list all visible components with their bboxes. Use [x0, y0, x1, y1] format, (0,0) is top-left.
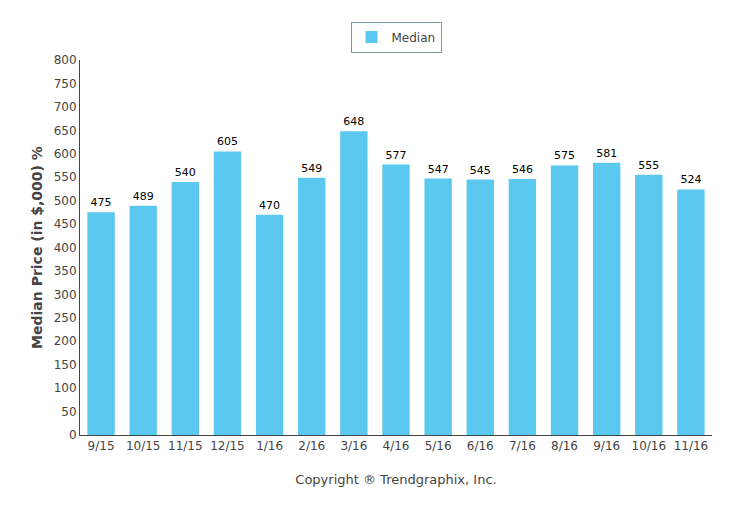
svg-text:547: 547	[428, 163, 449, 176]
svg-text:Median: Median	[392, 31, 436, 45]
svg-text:648: 648	[343, 115, 364, 128]
svg-text:10/15: 10/15	[126, 439, 161, 453]
svg-text:546: 546	[512, 163, 533, 176]
svg-text:470: 470	[259, 199, 280, 212]
svg-text:11/16: 11/16	[674, 439, 709, 453]
svg-text:700: 700	[54, 100, 77, 114]
svg-text:250: 250	[54, 311, 77, 325]
svg-text:150: 150	[54, 358, 77, 372]
svg-text:Median Price (in $,000) %: Median Price (in $,000) %	[29, 146, 45, 349]
svg-text:7/16: 7/16	[509, 439, 536, 453]
svg-text:600: 600	[54, 147, 77, 161]
svg-text:500: 500	[54, 194, 77, 208]
svg-text:6/16: 6/16	[467, 439, 494, 453]
svg-text:0: 0	[69, 428, 77, 442]
svg-text:5/16: 5/16	[425, 439, 452, 453]
svg-text:200: 200	[54, 334, 77, 348]
svg-text:400: 400	[54, 241, 77, 255]
svg-text:550: 550	[54, 170, 77, 184]
svg-text:4/16: 4/16	[383, 439, 410, 453]
svg-text:750: 750	[54, 77, 77, 91]
svg-text:12/15: 12/15	[210, 439, 245, 453]
svg-text:9/15: 9/15	[88, 439, 115, 453]
svg-text:50: 50	[61, 405, 76, 419]
svg-text:475: 475	[91, 196, 112, 209]
svg-text:3/16: 3/16	[340, 439, 367, 453]
svg-text:489: 489	[133, 190, 154, 203]
svg-text:650: 650	[54, 124, 77, 138]
svg-text:8/16: 8/16	[551, 439, 578, 453]
svg-text:800: 800	[54, 53, 77, 67]
svg-text:450: 450	[54, 217, 77, 231]
svg-text:555: 555	[638, 159, 659, 172]
svg-text:Copyright ® Trendgraphix, Inc.: Copyright ® Trendgraphix, Inc.	[295, 472, 496, 487]
svg-text:581: 581	[596, 147, 617, 160]
svg-text:100: 100	[54, 381, 77, 395]
svg-text:524: 524	[680, 173, 701, 186]
svg-text:577: 577	[386, 149, 407, 162]
svg-text:540: 540	[175, 166, 196, 179]
svg-text:9/16: 9/16	[593, 439, 620, 453]
svg-text:545: 545	[470, 164, 491, 177]
svg-text:1/16: 1/16	[256, 439, 283, 453]
svg-text:605: 605	[217, 135, 238, 148]
svg-text:575: 575	[554, 149, 575, 162]
svg-text:2/16: 2/16	[298, 439, 325, 453]
svg-text:11/15: 11/15	[168, 439, 203, 453]
svg-text:300: 300	[54, 288, 77, 302]
svg-text:10/16: 10/16	[632, 439, 667, 453]
svg-text:549: 549	[301, 162, 322, 175]
svg-text:350: 350	[54, 264, 77, 278]
